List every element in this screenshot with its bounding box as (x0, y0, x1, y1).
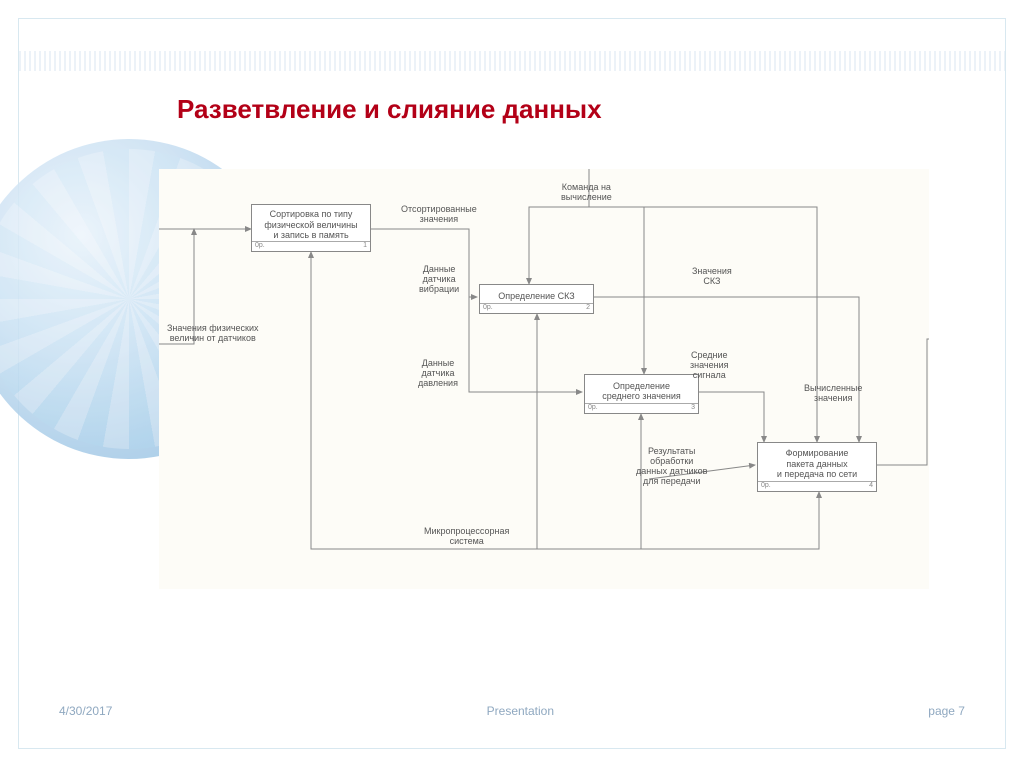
footer-page: page 7 (928, 704, 965, 718)
node-footer: 0р.4 (758, 481, 876, 491)
edge (549, 414, 641, 549)
flow-label: Значения физическихвеличин от датчиков (167, 324, 259, 344)
footer-center: Presentation (487, 704, 554, 718)
node-footer: 0р.1 (252, 241, 370, 251)
flow-label: Микропроцессорнаясистема (424, 527, 509, 547)
node-label: Определениесреднего значения (588, 381, 695, 402)
footer-date: 4/30/2017 (59, 704, 112, 718)
flow-label: Результатыобработкиданных датчиковдля пе… (636, 447, 707, 487)
flow-label: ЗначенияСКЗ (692, 267, 732, 287)
node-label: Формированиепакета данныхи передача по с… (761, 448, 873, 479)
data-flow-diagram: Сортировка по типуфизической величиныи з… (159, 169, 929, 589)
slide-footer: 4/30/2017 Presentation page 7 (59, 704, 965, 718)
node-footer: 0р.3 (585, 403, 698, 413)
process-node: Сортировка по типуфизической величиныи з… (251, 204, 371, 252)
node-label: Сортировка по типуфизической величиныи з… (255, 209, 367, 240)
edge (589, 207, 644, 374)
node-label: Определение СКЗ (483, 291, 590, 301)
flow-label: Отсортированныезначения (401, 205, 477, 225)
flow-label: Данныедатчикавибрации (419, 265, 459, 295)
slide-title: Разветвление и слияние данных (177, 94, 602, 125)
process-node: Определениесреднего значения0р.3 (584, 374, 699, 414)
flow-label: Средниезначениясигнала (690, 351, 728, 381)
flow-label: Данныедатчикадавления (418, 359, 458, 389)
flow-label: Вычисленныезначения (804, 384, 862, 404)
process-node: Определение СКЗ 0р.2 (479, 284, 594, 314)
edge (549, 492, 819, 549)
edge (699, 392, 764, 442)
slide-frame: Разветвление и слияние данных Сортировка… (18, 18, 1006, 749)
top-decor-stripe (19, 51, 1005, 71)
process-node: Формированиепакета данныхи передача по с… (757, 442, 877, 492)
edge (537, 314, 549, 549)
node-footer: 0р.2 (480, 303, 593, 313)
edge (877, 339, 929, 465)
flow-label: Команда навычисление (561, 183, 612, 203)
